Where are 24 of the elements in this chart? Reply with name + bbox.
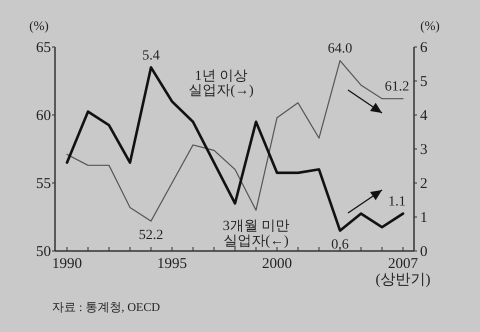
- data-label: 64.0: [328, 42, 352, 57]
- y2-tick-label: 1: [420, 210, 428, 226]
- y-tick-label: 55: [36, 176, 51, 192]
- y-tick-label: 65: [36, 40, 51, 56]
- y2-tick-label: 5: [420, 74, 428, 90]
- data-label: 0.6: [331, 238, 349, 253]
- y2-tick-label: 6: [420, 40, 428, 56]
- data-label: 5.4: [142, 48, 160, 64]
- data-label: 52.2: [138, 228, 164, 244]
- x-tick-label: 1995: [157, 256, 187, 272]
- data-label: 1.1: [388, 194, 406, 210]
- series-label: 1년 이상 실업자(→): [188, 69, 254, 99]
- y2-tick-label: 4: [420, 108, 428, 124]
- y-tick-label: 60: [36, 108, 51, 124]
- data-label: 61.2: [384, 80, 410, 95]
- series-label: 3개월 미만 실업자(←): [222, 219, 290, 249]
- x-tick-label: 2000: [262, 256, 292, 272]
- text: 자료 : 통계청, OECD: [52, 300, 160, 314]
- x-tick-label: 1990: [52, 256, 82, 272]
- y2-axis-title: (%): [420, 18, 440, 33]
- y-tick-label: 50: [36, 244, 51, 260]
- y-axis-title: (%): [29, 18, 49, 33]
- y2-tick-label: 2: [420, 176, 428, 192]
- y2-tick-label: 3: [420, 142, 428, 158]
